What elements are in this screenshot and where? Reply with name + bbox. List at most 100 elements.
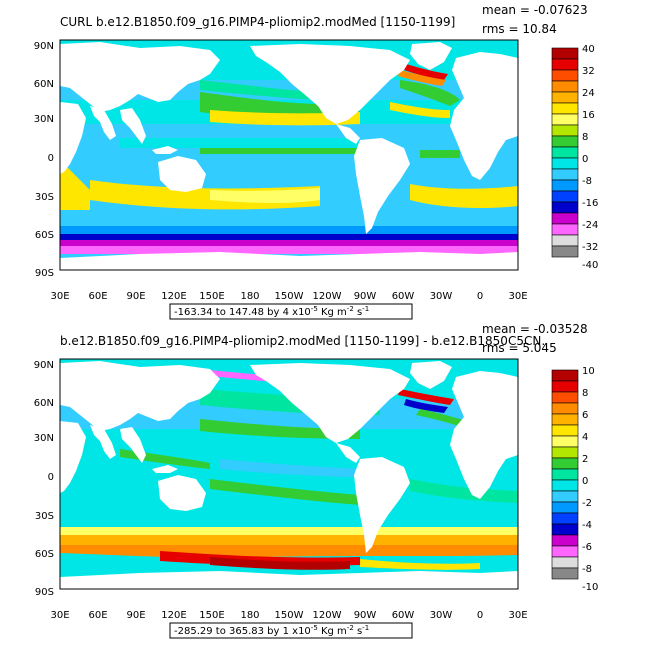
lat-label: 30S (35, 511, 54, 522)
lon-label: 60E (88, 291, 107, 302)
colorbar-swatch (551, 556, 579, 569)
colorbar-label: -8 (582, 564, 592, 575)
colorbar-swatch (551, 124, 579, 137)
colorbar-label: 8 (582, 132, 588, 143)
panel-2-map (59, 358, 519, 590)
colorbar-swatch (551, 223, 579, 236)
lon-label: 30E (50, 291, 69, 302)
lon-label: 90W (354, 291, 377, 302)
lat-label: 90S (35, 587, 54, 598)
colorbar-label: 8 (582, 388, 588, 399)
colorbar-swatch (551, 91, 579, 104)
lon-label: 60W (392, 610, 415, 621)
lon-label: 180 (240, 291, 259, 302)
colorbar-label: 32 (582, 66, 595, 77)
colorbar-swatch (551, 80, 579, 93)
colorbar-swatch (551, 468, 579, 481)
lat-label: 30N (34, 114, 54, 125)
lat-label: 60S (35, 549, 54, 560)
lon-label: 0 (477, 291, 483, 302)
colorbar-swatch (551, 102, 579, 115)
colorbar-swatch (551, 369, 579, 382)
colorbar-label: 10 (582, 366, 595, 377)
colorbar-swatch (551, 424, 579, 437)
lon-label: 150E (199, 291, 224, 302)
panel-2-lat-axis: 90N 60N 30N 0 30S 60S 90S (34, 360, 54, 598)
colorbar-label: 2 (582, 454, 588, 465)
colorbar-label: -40 (582, 260, 598, 271)
colorbar-label: 40 (582, 44, 595, 55)
lon-label: 150W (275, 291, 304, 302)
lat-label: 30N (34, 433, 54, 444)
lon-label: 90E (126, 291, 145, 302)
panel-1-rms: rms = 10.84 (482, 22, 557, 36)
colorbar-swatch (551, 380, 579, 393)
panel-2-title: b.e12.B1850.f09_g16.PIMP4-pliomip2.modMe… (60, 334, 545, 348)
colorbar-label: -16 (582, 198, 598, 209)
colorbar-swatch (551, 69, 579, 82)
colorbar-swatch (551, 245, 579, 258)
lat-label: 90S (35, 268, 54, 279)
colorbar-swatch (551, 479, 579, 492)
colorbar-label: 24 (582, 88, 595, 99)
lon-label: 120W (313, 291, 342, 302)
colorbar-swatch (551, 190, 579, 203)
colorbar-swatch (551, 391, 579, 404)
colorbar-swatch (551, 413, 579, 426)
colorbar-label: -32 (582, 242, 598, 253)
panel-2-rms: rms = 5.045 (482, 341, 557, 355)
colorbar-label: -8 (582, 176, 592, 187)
lon-label: 90W (354, 610, 377, 621)
colorbar-swatch (551, 146, 579, 159)
colorbar-swatch (551, 523, 579, 536)
lon-label: 60E (88, 610, 107, 621)
colorbar-label: -6 (582, 542, 592, 553)
colorbar-swatch (551, 490, 579, 503)
colorbar-swatch (551, 435, 579, 448)
colorbar-label: 6 (582, 410, 588, 421)
panel-1: CURL b.e12.B1850.f09_g16.PIMP4-pliomip2.… (34, 3, 598, 320)
lon-label: 150E (199, 610, 224, 621)
panel-1-range-text: -163.34 to 147.48 by 4 x10-5 Kg m-2 s-1 (174, 305, 369, 318)
colorbar-label: -10 (582, 582, 598, 593)
panel-2-colorbar (551, 369, 579, 580)
colorbar-label: -24 (582, 220, 598, 231)
colorbar-swatch (551, 512, 579, 525)
colorbar-label: 4 (582, 432, 588, 443)
lat-label: 60N (34, 79, 54, 90)
colorbar-swatch (551, 501, 579, 514)
colorbar-swatch (551, 58, 579, 71)
panel-1-map (59, 39, 519, 271)
colorbar-swatch (551, 234, 579, 247)
lat-label: 60S (35, 230, 54, 241)
lon-label: 90E (126, 610, 145, 621)
lon-label: 180 (240, 610, 259, 621)
panel-2-lon-axis: 30E 60E 90E 120E 150E 180 150W 120W 90W … (50, 610, 527, 621)
colorbar-swatch (551, 446, 579, 459)
colorbar-swatch (551, 212, 579, 225)
colorbar-label: -4 (582, 520, 592, 531)
panel-2: b.e12.B1850.f09_g16.PIMP4-pliomip2.modMe… (34, 322, 598, 639)
panel-2-range-box (169, 622, 413, 639)
panel-1-range-box (169, 303, 413, 320)
colorbar-swatch (551, 135, 579, 148)
panel-2-range-text: -285.29 to 365.83 by 1 x10-5 Kg m-2 s-1 (174, 624, 369, 637)
lon-label: 30W (430, 610, 453, 621)
lon-label: 60W (392, 291, 415, 302)
lon-label: 120W (313, 610, 342, 621)
panel-2-mean: mean = -0.03528 (482, 322, 588, 336)
lon-label: 30W (430, 291, 453, 302)
colorbar-label: -2 (582, 498, 592, 509)
colorbar-swatch (551, 457, 579, 470)
colorbar-swatch (551, 545, 579, 558)
lon-label: 30E (50, 610, 69, 621)
panel-1-lon-axis: 30E 60E 90E 120E 150E 180 150W 120W 90W … (50, 291, 527, 302)
lon-label: 120E (161, 610, 186, 621)
colorbar-swatch (551, 47, 579, 60)
panel-1-title: CURL b.e12.B1850.f09_g16.PIMP4-pliomip2.… (60, 15, 455, 29)
colorbar-swatch (551, 402, 579, 415)
colorbar-swatch (551, 179, 579, 192)
panel-1-lat-axis: 90N 60N 30N 0 30S 60S 90S (34, 41, 54, 279)
lon-label: 150W (275, 610, 304, 621)
